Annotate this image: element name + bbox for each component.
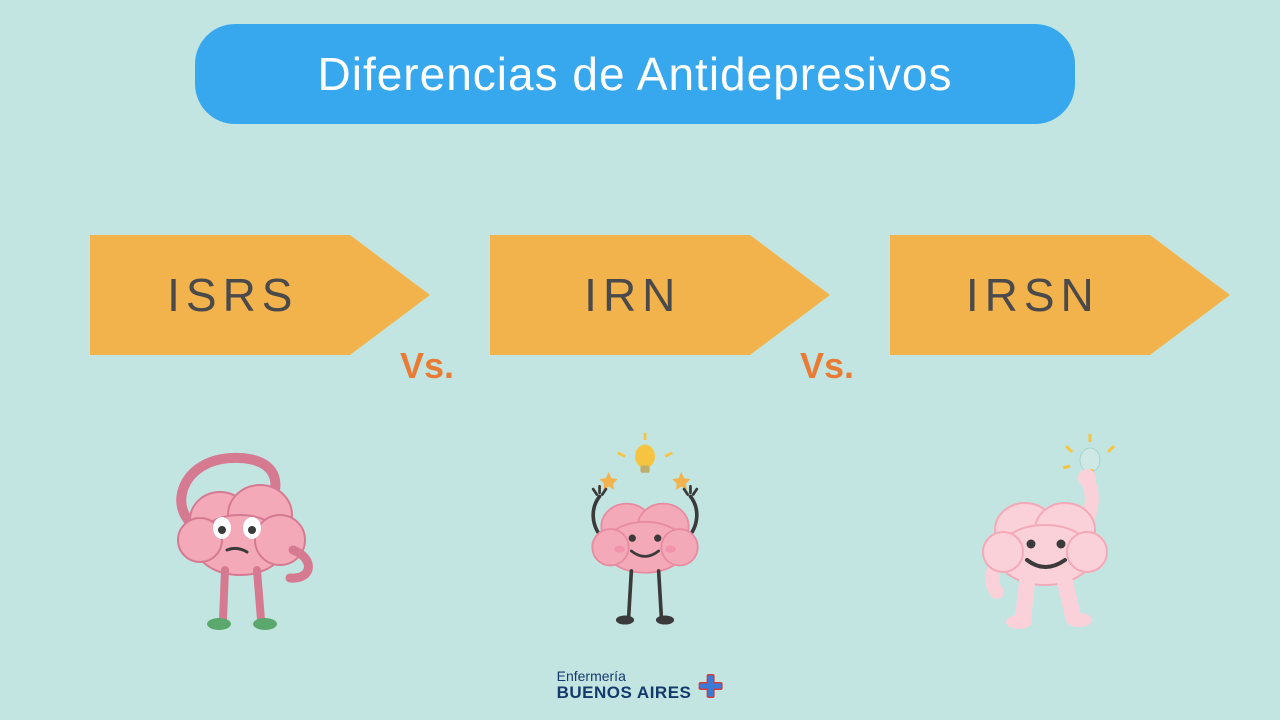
footer-logo: Enfermería BUENOS AIRES: [557, 669, 724, 702]
arrow-isrs: ISRS: [90, 235, 430, 355]
arrow-irn: IRN: [490, 235, 830, 355]
brain-idea-stars-icon: ! !: [545, 440, 745, 640]
arrow-label: IRSN: [966, 268, 1100, 322]
brain-row: ! !: [0, 440, 1280, 670]
brain-idea-single-icon: [945, 440, 1145, 640]
title-text: Diferencias de Antidepresivos: [318, 47, 953, 101]
arrow-irsn: IRSN: [890, 235, 1230, 355]
footer-text: Enfermería BUENOS AIRES: [557, 669, 692, 702]
brain-confused-icon: [145, 440, 345, 640]
footer-line2: BUENOS AIRES: [557, 684, 692, 702]
arrows-row: ISRS IRN IRSN: [0, 235, 1280, 375]
title-pill: Diferencias de Antidepresivos: [195, 24, 1075, 124]
medical-cross-icon: [697, 673, 723, 699]
arrow-label: IRN: [584, 268, 681, 322]
footer-line1: Enfermería: [557, 669, 626, 684]
infographic-canvas: Diferencias de Antidepresivos ISRS IRN I…: [0, 0, 1280, 720]
vs-label-1: Vs.: [400, 345, 454, 387]
vs-label-2: Vs.: [800, 345, 854, 387]
arrow-label: ISRS: [167, 268, 298, 322]
